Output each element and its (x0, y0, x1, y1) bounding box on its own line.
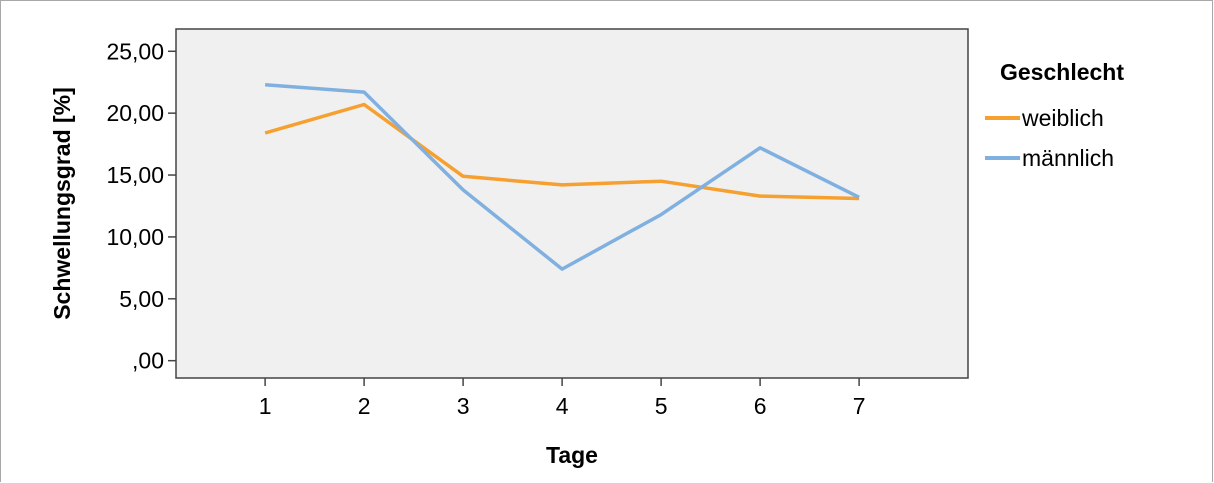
y-tick-label: 5,00 (119, 286, 164, 312)
x-axis-title: Tage (546, 442, 598, 468)
x-tick-label: 2 (358, 393, 371, 419)
series-lines (264, 82, 860, 271)
x-tick-label: 6 (754, 393, 767, 419)
x-tick-label: 5 (655, 393, 668, 419)
y-tick-label: 20,00 (106, 100, 164, 126)
legend: Geschlecht weiblich männlich (985, 59, 1124, 171)
plot-area (175, 28, 969, 379)
x-axis: 1 2 3 4 5 6 7 (259, 378, 866, 419)
y-tick-label: 25,00 (106, 38, 164, 64)
y-axis: ,00 5,00 10,00 15,00 20,00 25,00 (106, 38, 176, 374)
y-axis-title: Schwellungsgrad [%] (49, 87, 75, 320)
x-tick-label: 1 (259, 393, 272, 419)
series-line-weiblich (264, 102, 860, 201)
y-tick-label: 10,00 (106, 224, 164, 250)
x-tick-label: 4 (556, 393, 569, 419)
x-tick-label: 3 (457, 393, 470, 419)
series-line-männlich (264, 82, 860, 271)
y-tick-label: ,00 (132, 348, 164, 374)
legend-title: Geschlecht (1000, 59, 1124, 85)
legend-label: weiblich (1021, 105, 1104, 131)
legend-label: männlich (1022, 145, 1114, 171)
x-tick-label: 7 (853, 393, 866, 419)
y-tick-label: 15,00 (106, 162, 164, 188)
